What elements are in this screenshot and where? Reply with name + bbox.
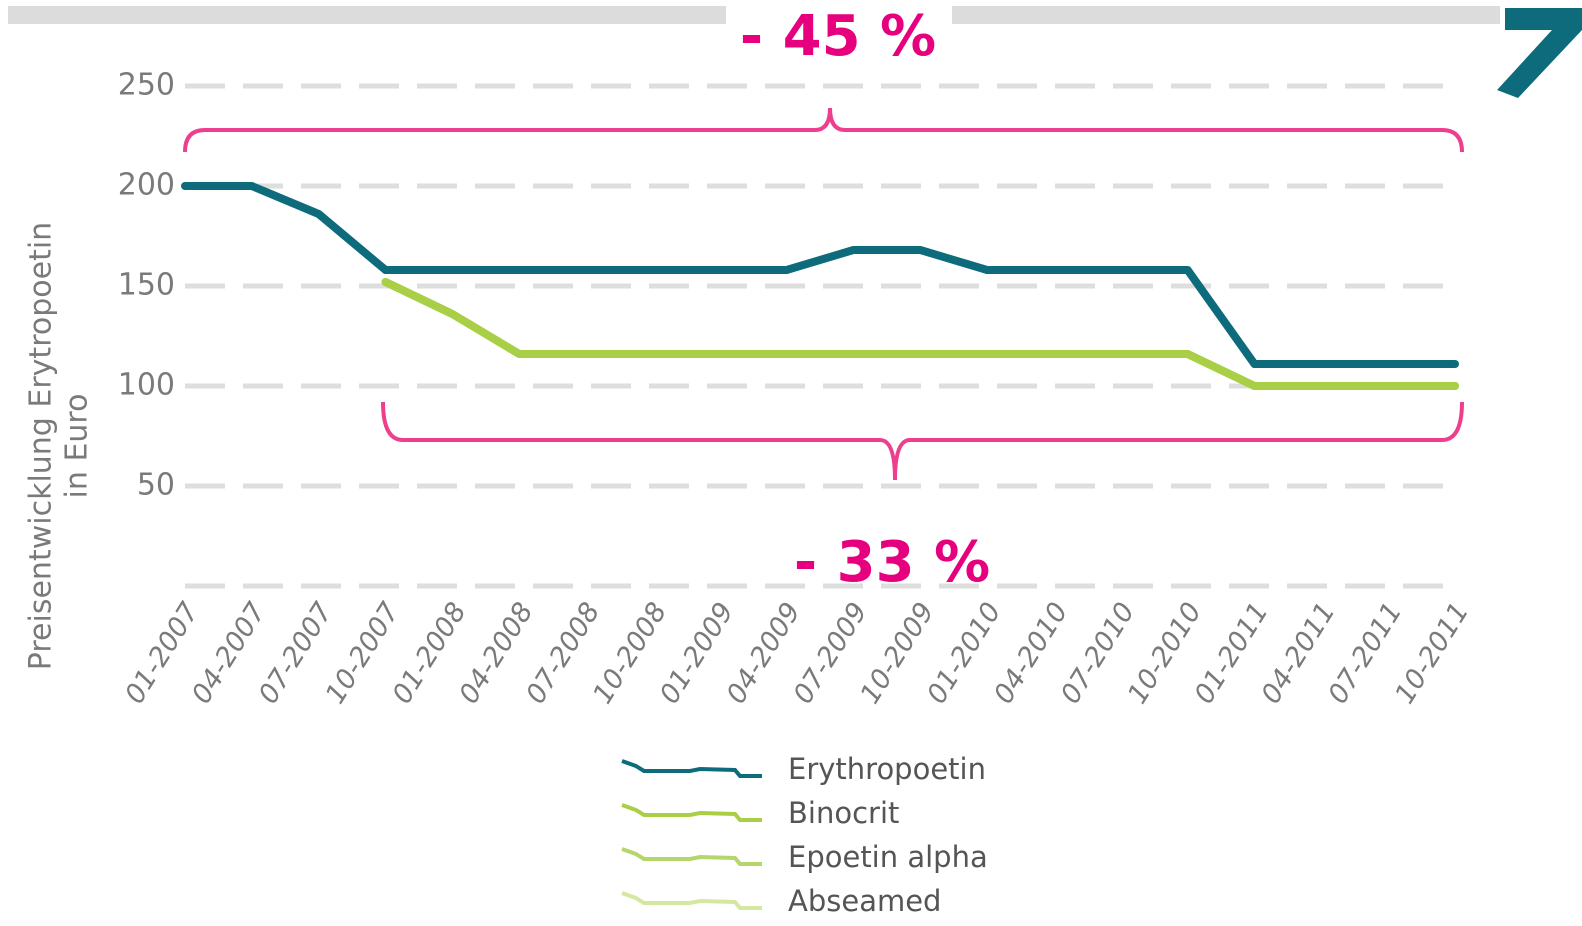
y-tick-label: 50 xyxy=(137,468,175,503)
brace xyxy=(183,107,1464,153)
legend-swatch xyxy=(621,847,762,866)
y-tick-label: 100 xyxy=(118,368,175,403)
legend-label: Abseamed xyxy=(788,884,941,918)
series-line xyxy=(381,278,1459,390)
y-tick-label: 150 xyxy=(118,268,175,303)
decor-bar xyxy=(8,6,726,24)
legend-label: Erythropoetin xyxy=(788,752,986,786)
annotation: - 45 % xyxy=(740,4,936,69)
series-line xyxy=(181,182,1459,368)
y-tick-label: 250 xyxy=(118,68,175,103)
brace xyxy=(381,401,1464,481)
decor-bar xyxy=(952,6,1500,24)
y-tick-label: 200 xyxy=(118,168,175,203)
y-axis-label: Preisentwicklung Erytropoetin xyxy=(24,222,59,670)
legend-swatch xyxy=(621,891,762,910)
legend-label: Binocrit xyxy=(788,796,899,830)
legend-swatch xyxy=(621,759,762,778)
logo xyxy=(1497,8,1582,98)
legend-swatch xyxy=(621,803,762,822)
series-line xyxy=(381,278,1459,390)
series-line xyxy=(381,278,1459,390)
legend-label: Epoetin alpha xyxy=(788,840,988,874)
y-axis-label: in Euro xyxy=(60,394,95,499)
